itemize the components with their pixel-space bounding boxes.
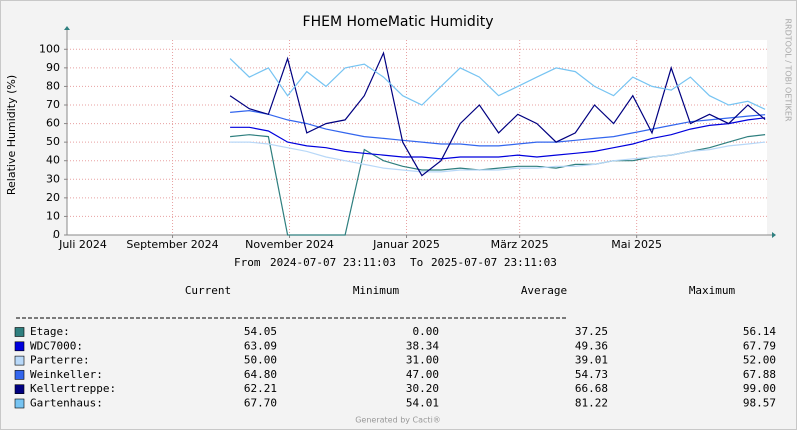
- legend-swatch: [14, 341, 25, 352]
- legend-swatch: [14, 370, 25, 380]
- x-tick-label: Januar 2025: [372, 238, 440, 251]
- legend-stat: 67.70: [244, 397, 277, 410]
- y-tick-label: 10: [46, 209, 60, 222]
- legend-stat: 31.00: [406, 354, 439, 367]
- legend-stat: 63.09: [244, 339, 277, 352]
- y-axis-label: Relative Humidity (%): [5, 75, 18, 195]
- legend-stat: 0.00: [413, 325, 440, 338]
- legend-stat: 62.21: [244, 382, 277, 395]
- legend-stat: 47.00: [406, 368, 439, 381]
- legend-header: Current: [185, 284, 231, 297]
- y-tick-label: 60: [46, 117, 60, 130]
- range-from-label: From: [234, 256, 261, 269]
- x-tick-label: September 2024: [126, 238, 218, 251]
- chart-title: FHEM HomeMatic Humidity: [303, 14, 494, 30]
- legend-stat: 50.00: [244, 354, 277, 367]
- legend-stat: 99.00: [743, 382, 776, 395]
- legend-stat: 81.22: [575, 397, 608, 410]
- series-line: [230, 141, 766, 173]
- y-tick-label: 20: [46, 191, 60, 204]
- legend-swatch: [14, 398, 25, 409]
- legend-stat: 56.14: [743, 325, 776, 338]
- legend-stat: 54.73: [575, 368, 608, 381]
- legend-stat: 49.36: [575, 339, 608, 352]
- legend-stat: 30.20: [406, 382, 439, 395]
- x-axis-arrow: [772, 232, 776, 238]
- legend-stat: 38.34: [406, 339, 439, 352]
- x-tick-label: Juli 2024: [58, 238, 107, 251]
- legend-header: Minimum: [353, 284, 400, 297]
- legend-label: Kellertreppe:: [30, 382, 116, 395]
- x-tick-label: November 2024: [245, 238, 334, 251]
- legend-stat: 66.68: [575, 382, 608, 395]
- legend-stat: 67.88: [743, 368, 776, 381]
- legend-swatch: [14, 327, 25, 337]
- y-tick-label: 100: [39, 42, 60, 55]
- legend-stat: 64.80: [244, 368, 277, 381]
- y-axis-arrow: [64, 26, 70, 30]
- range-to-label: To: [410, 256, 423, 269]
- legend-stat: 39.01: [575, 354, 608, 367]
- legend-swatch: [14, 355, 25, 366]
- legend-stat: 37.25: [575, 325, 608, 338]
- y-tick-label: 90: [46, 61, 60, 74]
- legend-label: Weinkeller:: [30, 368, 103, 381]
- legend-stat: 67.79: [743, 339, 776, 352]
- y-tick-label: 70: [46, 98, 60, 111]
- y-tick-label: 30: [46, 172, 60, 185]
- y-tick-label: 40: [46, 154, 60, 167]
- range-end: 2025-07-07 23:11:03: [431, 256, 557, 269]
- legend-stat: 52.00: [743, 354, 776, 367]
- series-line: [230, 117, 766, 160]
- series-line: [229, 58, 766, 110]
- y-tick-label: 80: [46, 79, 60, 92]
- legend-header: Maximum: [689, 284, 736, 297]
- y-tick-label: 0: [53, 228, 60, 241]
- legend-label: Gartenhaus:: [30, 397, 103, 410]
- legend-label: Parterre:: [30, 354, 90, 367]
- legend-stat: 54.01: [406, 397, 439, 410]
- legend-swatch: [14, 384, 25, 395]
- legend-stat: 54.05: [244, 325, 277, 338]
- x-tick-label: Mai 2025: [611, 238, 662, 251]
- side-note: RRDTOOL / TOBI OETIKER: [784, 18, 793, 121]
- x-tick-label: März 2025: [491, 238, 549, 251]
- credit: Generated by Cacti®: [355, 416, 441, 425]
- legend-label: Etage:: [30, 325, 70, 338]
- legend-label: WDC7000:: [30, 339, 83, 352]
- range-start: 2024-07-07 23:11:03: [270, 256, 396, 269]
- plot-area: [67, 40, 767, 235]
- y-tick-label: 50: [46, 135, 60, 148]
- legend-header: Average: [521, 284, 567, 297]
- legend-stat: 98.57: [743, 397, 776, 410]
